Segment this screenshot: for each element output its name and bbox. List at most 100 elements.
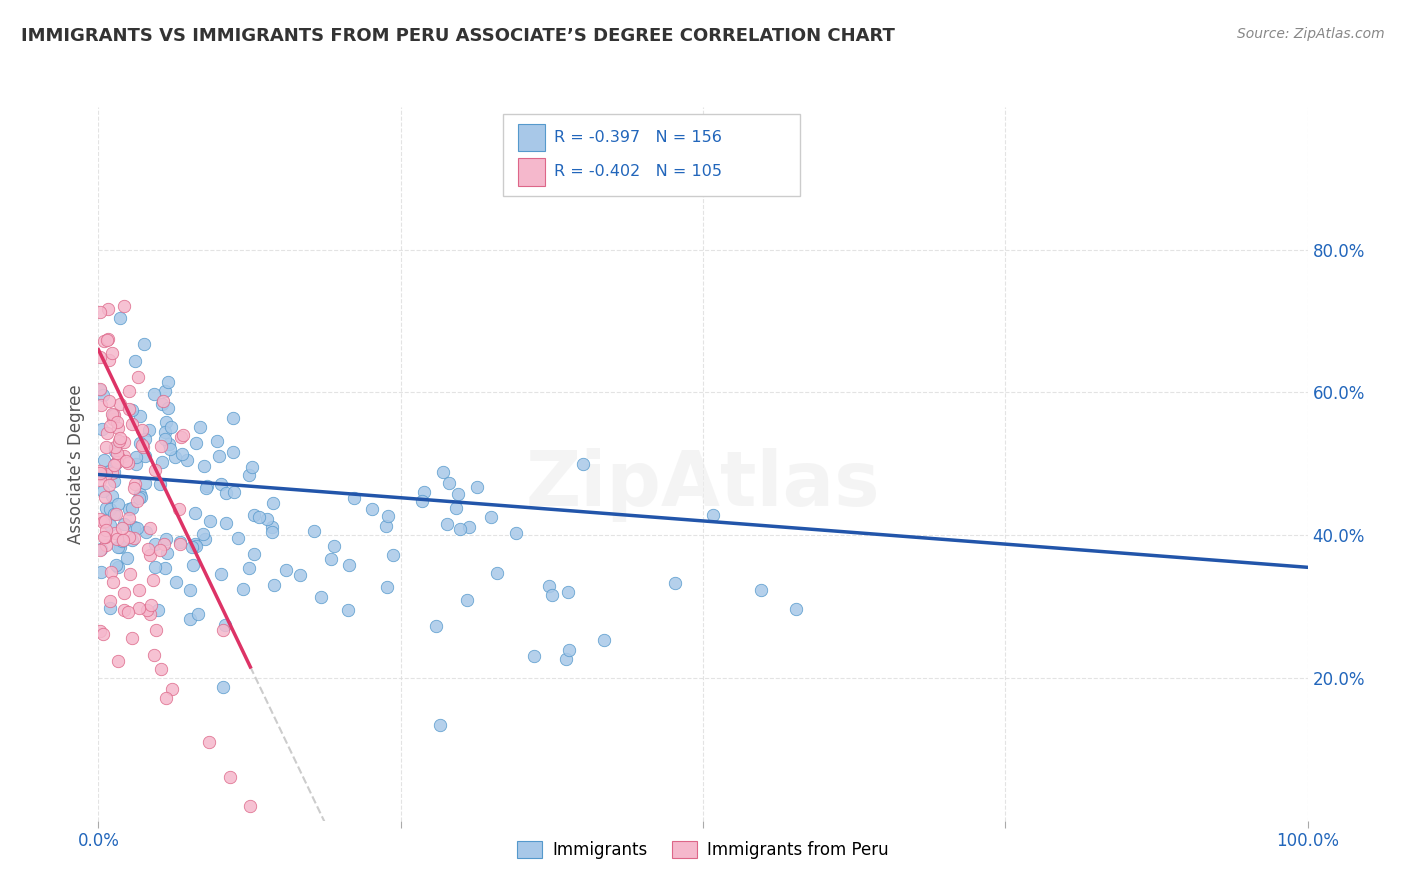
Point	[188, 420, 211, 434]
Point	[194, 481, 217, 495]
Point	[90, 422, 112, 436]
Point	[446, 500, 468, 515]
Point	[107, 497, 129, 511]
Point	[103, 408, 125, 422]
Point	[89, 542, 111, 557]
Point	[184, 436, 207, 450]
Text: IMMIGRANTS VS IMMIGRANTS FROM PERU ASSOCIATE’S DEGREE CORRELATION CHART: IMMIGRANTS VS IMMIGRANTS FROM PERU ASSOC…	[21, 27, 896, 45]
Point	[198, 514, 221, 528]
Point	[91, 387, 114, 401]
Point	[100, 464, 122, 478]
Point	[112, 603, 135, 617]
Point	[149, 476, 172, 491]
Point	[486, 566, 509, 580]
Point	[785, 601, 807, 615]
Point	[105, 455, 128, 469]
Point	[205, 434, 228, 448]
Point	[89, 467, 111, 481]
FancyBboxPatch shape	[503, 114, 800, 196]
Point	[101, 345, 124, 359]
Point	[319, 552, 342, 566]
Point	[105, 558, 128, 572]
Point	[129, 436, 152, 450]
Point	[150, 455, 173, 469]
Point	[238, 468, 260, 483]
Point	[107, 654, 129, 668]
Point	[181, 558, 204, 572]
Point	[96, 523, 118, 537]
FancyBboxPatch shape	[517, 124, 544, 152]
Point	[541, 588, 564, 602]
Point	[664, 575, 686, 590]
Point	[105, 415, 128, 429]
Point	[131, 438, 153, 452]
Point	[108, 434, 131, 449]
Point	[125, 450, 148, 464]
Point	[152, 397, 174, 411]
Point	[120, 567, 142, 582]
Point	[222, 445, 245, 459]
Point	[89, 467, 111, 481]
Point	[134, 449, 156, 463]
Point	[103, 411, 125, 425]
Point	[222, 485, 245, 500]
Point	[436, 517, 458, 532]
Point	[118, 511, 141, 525]
Point	[143, 559, 166, 574]
Point	[184, 506, 207, 520]
Point	[342, 491, 364, 506]
Point	[146, 603, 169, 617]
Point	[121, 631, 143, 645]
FancyBboxPatch shape	[517, 159, 544, 186]
Point	[456, 593, 478, 607]
Point	[465, 480, 488, 494]
Point	[132, 440, 155, 454]
Point	[107, 541, 129, 555]
Point	[382, 549, 405, 563]
Point	[104, 507, 127, 521]
Point	[458, 520, 481, 534]
Point	[143, 536, 166, 550]
Point	[104, 525, 127, 540]
Point	[89, 383, 111, 397]
Point	[432, 466, 454, 480]
Point	[93, 514, 115, 528]
Point	[274, 562, 297, 576]
Point	[103, 465, 125, 479]
Point	[94, 501, 117, 516]
Point	[557, 643, 579, 657]
Point	[191, 526, 214, 541]
Point	[124, 531, 146, 545]
Point	[145, 623, 167, 637]
Point	[214, 617, 236, 632]
Point	[91, 515, 114, 529]
Point	[156, 401, 179, 415]
Point	[89, 466, 111, 480]
Point	[247, 510, 270, 524]
Point	[150, 439, 173, 453]
Point	[90, 565, 112, 579]
Point	[97, 332, 120, 346]
Point	[103, 408, 125, 422]
Point	[111, 533, 134, 548]
Point	[89, 351, 111, 365]
Point	[112, 516, 135, 531]
Point	[139, 521, 162, 535]
Point	[214, 516, 236, 530]
Point	[194, 533, 217, 547]
Point	[105, 532, 128, 546]
Point	[142, 387, 165, 401]
Point	[425, 619, 447, 633]
Point	[198, 734, 221, 748]
Point	[160, 681, 183, 696]
Point	[112, 434, 135, 449]
Point	[153, 536, 176, 550]
Point	[212, 623, 235, 637]
Point	[523, 648, 546, 663]
Point	[110, 521, 132, 535]
Point	[94, 440, 117, 454]
Point	[157, 437, 180, 451]
Point	[288, 567, 311, 582]
Point	[211, 680, 233, 694]
Point	[136, 541, 159, 556]
